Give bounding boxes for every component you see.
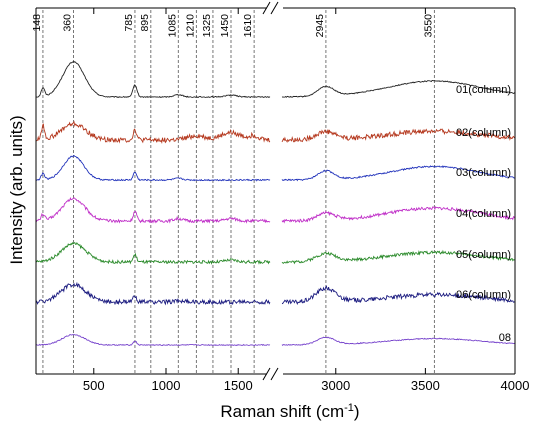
series-line-05(column)-seg0: [35, 241, 271, 265]
peak-label-360: 360: [62, 14, 74, 32]
peak-label-785: 785: [123, 14, 135, 32]
axis-break-bottom-0: [262, 367, 271, 381]
series-line-08-seg0: [35, 334, 271, 347]
series-line-08-seg1: [281, 336, 516, 347]
series-line-03(column)-seg0: [35, 154, 271, 182]
peak-label-2945: 2945: [314, 14, 326, 38]
chart-labels: 148 360 785 895 1085 1210 1325 1450 1610 2945 3550…: [31, 14, 511, 344]
series-line-04(column)-seg0: [35, 197, 271, 224]
series-line-01(column)-seg1: [281, 80, 516, 98]
series-line-02(column)-seg1: [281, 128, 515, 143]
y-axis-label: Intensity (arb. units): [7, 115, 26, 264]
series-line-04(column)-seg1: [281, 206, 516, 224]
series-label: 06(column): [456, 289, 511, 301]
peak-label-148: 148: [31, 14, 43, 32]
peak-marker-lines: [42, 10, 435, 374]
peak-label-1450: 1450: [219, 14, 231, 38]
x-axis-label: Raman shift (cm-1): [220, 402, 359, 421]
series-line-05(column)-seg1: [281, 249, 516, 265]
series-label: 02(column): [456, 127, 511, 139]
x-tick-label: 500: [83, 378, 105, 393]
peak-label-1085: 1085: [166, 14, 178, 38]
series-label: 04(column): [456, 208, 511, 220]
peak-label-895: 895: [139, 14, 151, 32]
axis-break-bottom-1: [270, 367, 279, 381]
series-line-01(column)-seg0: [35, 60, 271, 99]
peak-label-1325: 1325: [201, 14, 213, 38]
series-label: 03(column): [456, 167, 511, 179]
x-axis-label-superscript: -1: [344, 402, 354, 414]
x-tick-label: 3000: [321, 378, 350, 393]
series-label: 01(column): [456, 84, 511, 96]
axis-break-top-0: [262, 1, 271, 15]
plot-frame: [35, 1, 516, 381]
x-tick-label: 1500: [224, 378, 253, 393]
series-label: 08: [499, 332, 511, 344]
x-tick-label: 4000: [501, 378, 530, 393]
spectra-series: [35, 60, 516, 347]
series-line-06(column)-seg0: [35, 281, 271, 306]
x-tick-label: 3500: [411, 378, 440, 393]
x-axis-ticks: 500 1000 1500 3000 3500 4000: [83, 8, 530, 393]
series-line-02(column)-seg0: [35, 120, 271, 144]
series-line-03(column)-seg1: [281, 165, 516, 182]
peak-label-1610: 1610: [242, 14, 254, 38]
x-tick-label: 1000: [152, 378, 181, 393]
series-label: 05(column): [456, 249, 511, 261]
peak-label-3550: 3550: [422, 14, 434, 38]
series-line-06(column)-seg1: [281, 285, 516, 305]
axis-break-top-1: [270, 1, 279, 15]
peak-label-1210: 1210: [184, 14, 196, 38]
